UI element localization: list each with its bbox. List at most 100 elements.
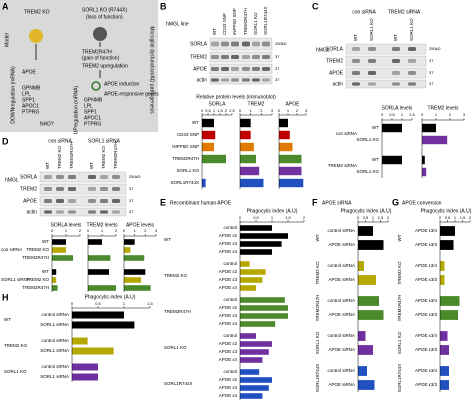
blot-band [368, 47, 376, 51]
category-label: APOE ε4 [219, 393, 238, 398]
group-label: TREM2R47H [315, 295, 320, 322]
row-label: TREM2 [190, 54, 207, 60]
row-label: SORLA [20, 174, 38, 180]
category-label: WT [42, 239, 49, 244]
x-tick-label: 1.5 [285, 215, 291, 220]
category-label: TREM2R47H [22, 255, 49, 260]
x-tick-label: 1 [123, 301, 126, 306]
chart-title: SORLA [209, 101, 227, 107]
bar [279, 118, 288, 128]
bar [440, 366, 449, 376]
bar [240, 357, 263, 363]
x-tick-label: 3 [305, 108, 308, 113]
bar [52, 277, 57, 283]
blot-band [242, 67, 250, 71]
group-label: SORL1R744X [164, 381, 193, 386]
bar [52, 285, 58, 291]
x-tick-label: 0 [239, 108, 242, 113]
bar [240, 321, 276, 327]
x-tick-label: 1 [101, 228, 104, 233]
bar [422, 167, 427, 177]
x-tick-label: 0.5 [363, 215, 369, 220]
x-tick-label: 2 [144, 228, 147, 233]
blot-band [211, 41, 219, 47]
bar [72, 321, 135, 329]
bar [240, 277, 263, 283]
label: APOE-responsive genes [104, 91, 159, 97]
group-label: WT [4, 317, 11, 322]
blot-band [56, 210, 64, 214]
category-label: control [223, 261, 237, 266]
blot-band [262, 67, 270, 71]
group-label: SORL1 KO [315, 331, 320, 354]
bar [240, 297, 285, 303]
x-tick-label: 2 [260, 108, 263, 113]
chart-title: TREM2 levels [427, 105, 459, 111]
bar [202, 118, 214, 128]
blot-band [262, 41, 270, 47]
bar [124, 239, 135, 245]
gene: SPP1 [84, 109, 97, 115]
group-label: WT [164, 237, 171, 242]
category-label: APOE ε3/3 [415, 277, 438, 282]
gene: APOC1 [22, 103, 39, 109]
bar [440, 331, 448, 341]
category-label: control siRNA [327, 298, 355, 303]
category-label: control [223, 297, 237, 302]
chart-title: SORLA levels [382, 105, 413, 111]
bar [440, 345, 449, 355]
x-tick-label: 0 [278, 108, 281, 113]
bar [72, 347, 114, 355]
blot-band [112, 187, 120, 191]
blot-band [68, 210, 76, 214]
gene: LPL [84, 103, 93, 109]
blot-band [68, 199, 76, 203]
row-label: actin [332, 81, 343, 87]
x-tick-label: 2 [115, 228, 118, 233]
group-label: TREM2 KO [164, 273, 188, 278]
bar [124, 277, 142, 283]
blot-band [392, 59, 400, 63]
bar [88, 239, 102, 245]
x-tick-label: 1.5 [378, 215, 384, 220]
condition-label: con siRNA [352, 9, 376, 15]
panel-letter: D [2, 136, 9, 146]
axis-title: Phagocytic index (A.U) [341, 208, 392, 214]
gene: SPP1 [22, 97, 35, 103]
x-tick-label: 1 [134, 228, 137, 233]
x-tick-label: 2.5 [229, 108, 235, 113]
category-label: APOE ε3/3 [415, 347, 438, 352]
category-label: control siRNA [327, 333, 355, 338]
row-label: SORLA [190, 41, 208, 47]
bar [440, 261, 445, 271]
category-label: APOE ε3/4 [415, 228, 438, 233]
category-label: control siRNA [327, 368, 355, 373]
bar [440, 380, 449, 390]
blot-band [252, 55, 260, 59]
category-label: APOE siRNA [328, 312, 355, 317]
lane-label: SORL1R744X [263, 6, 268, 35]
condition-label: TREM2 siRNA [388, 9, 421, 15]
blot-band [100, 210, 108, 214]
blot-band [211, 55, 219, 59]
category-label: SORL1 KO [176, 168, 199, 173]
label: SORL1 KO (R744X) [82, 7, 127, 13]
blot-band [112, 199, 120, 203]
blot-band [221, 78, 229, 82]
bar [279, 178, 304, 188]
blot-band [262, 78, 270, 82]
category-label: TREM2R47H [172, 156, 199, 161]
kd-label: 37 [275, 66, 280, 71]
x-tick-label: 2 [296, 108, 299, 113]
category-label: APOE ε3/4 [415, 298, 438, 303]
blot-band [68, 187, 76, 191]
category-label: WT [42, 269, 49, 274]
x-tick-label: 0.5 [389, 112, 395, 117]
group-label: SORL1 siRNA [1, 277, 30, 282]
bar [382, 123, 402, 133]
blot-strip [209, 37, 273, 51]
category-label: control [223, 225, 237, 230]
blot-strip [209, 75, 273, 85]
kd-label: 250kD [275, 41, 287, 46]
lane-label: WT [393, 34, 398, 41]
